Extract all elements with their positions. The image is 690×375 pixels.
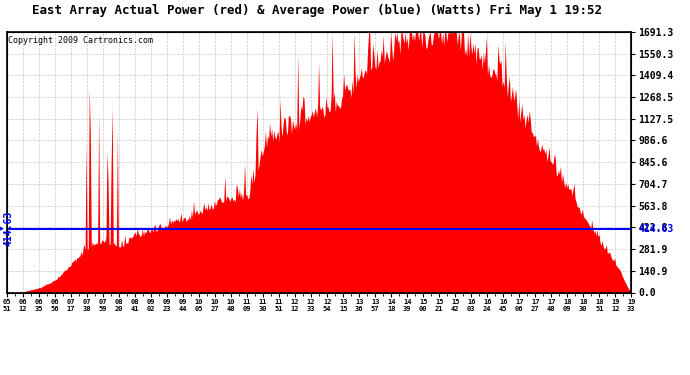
Text: 414.63: 414.63 (638, 224, 673, 234)
Text: East Array Actual Power (red) & Average Power (blue) (Watts) Fri May 1 19:52: East Array Actual Power (red) & Average … (32, 4, 602, 17)
Text: 414.63: 414.63 (3, 211, 13, 246)
Text: Copyright 2009 Cartronics.com: Copyright 2009 Cartronics.com (8, 36, 153, 45)
